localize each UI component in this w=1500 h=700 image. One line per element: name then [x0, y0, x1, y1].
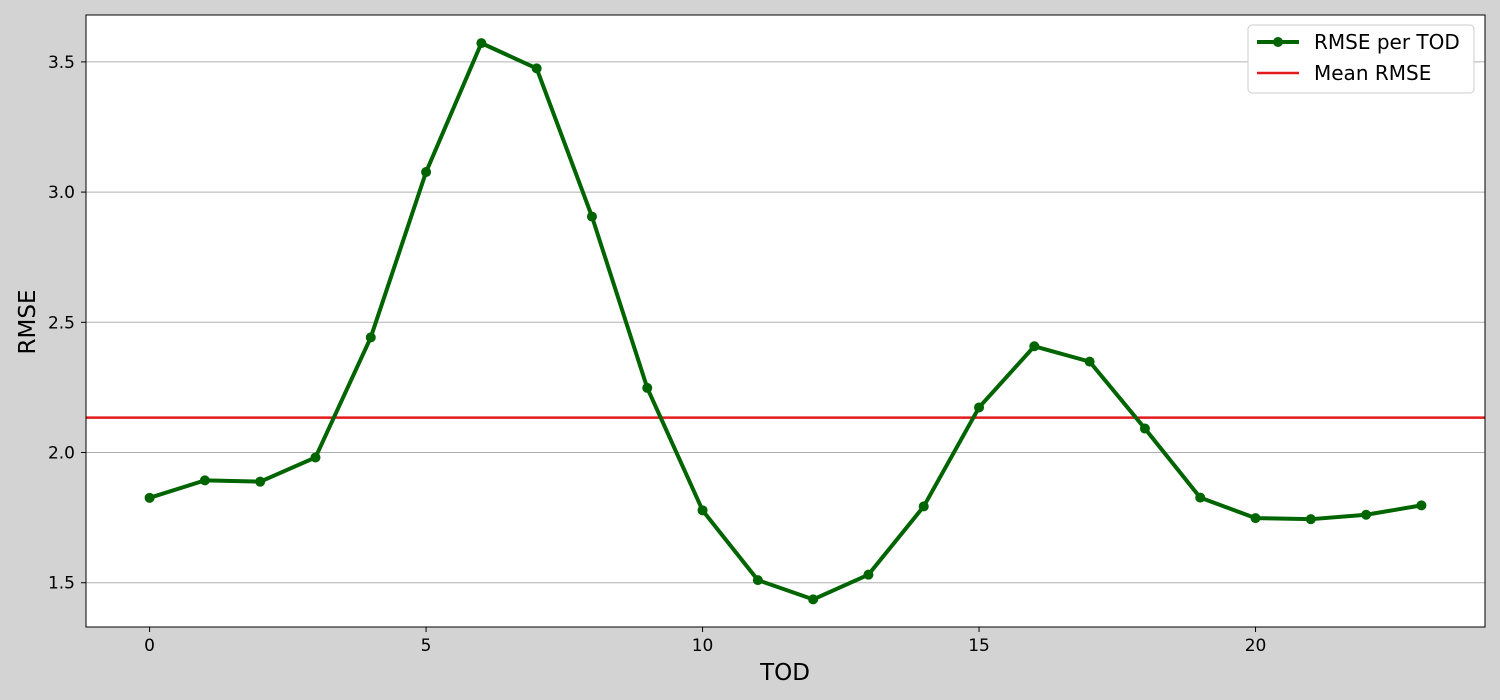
rmse-series-line	[148, 41, 1422, 602]
data-point	[1305, 514, 1316, 525]
y-axis-label: RMSE	[15, 290, 41, 355]
y-tick-label: 2.0	[48, 444, 75, 464]
data-point	[1416, 500, 1427, 511]
x-tick-label: 20	[1245, 636, 1267, 656]
plot-area	[86, 15, 1485, 627]
y-tick-label: 1.5	[48, 574, 75, 594]
data-point	[918, 501, 929, 512]
y-tick-label: 3.0	[48, 183, 75, 203]
y-axis: 1.5 2.0 2.5 3.0 3.5	[48, 53, 86, 594]
data-point	[476, 38, 487, 49]
x-tick-label: 10	[692, 636, 714, 656]
data-point	[752, 575, 763, 586]
x-tick-label: 5	[421, 636, 432, 656]
data-point	[421, 167, 432, 178]
data-point	[255, 476, 266, 487]
x-axis-label: TOD	[759, 660, 810, 686]
x-axis: 0 5 10 15 20	[144, 627, 1266, 656]
data-point	[642, 382, 653, 393]
legend-mean-label: Mean RMSE	[1314, 61, 1431, 85]
legend: RMSE per TOD Mean RMSE	[1247, 24, 1475, 94]
data-point	[1139, 423, 1150, 434]
data-point	[199, 475, 210, 486]
data-point	[1084, 356, 1095, 367]
data-point	[1361, 509, 1372, 520]
data-point	[863, 569, 874, 580]
data-point	[586, 211, 597, 222]
x-tick-label: 0	[144, 636, 155, 656]
data-point	[974, 402, 985, 413]
legend-series-label: RMSE per TOD	[1314, 30, 1460, 54]
data-point	[365, 332, 376, 343]
x-tick-label: 15	[968, 636, 990, 656]
data-point	[531, 63, 542, 74]
data-point	[310, 452, 321, 463]
legend-series-marker	[1273, 37, 1283, 47]
plot-frame	[85, 14, 1486, 628]
data-point	[1195, 492, 1206, 503]
series-group	[144, 38, 1427, 605]
y-tick-label: 2.5	[48, 313, 75, 333]
legend-box	[1247, 24, 1475, 94]
y-tick-label: 3.5	[48, 53, 75, 73]
data-point	[144, 492, 155, 503]
data-point	[697, 505, 708, 516]
data-point	[808, 594, 819, 605]
data-point	[1029, 341, 1040, 352]
data-point	[1250, 513, 1261, 524]
